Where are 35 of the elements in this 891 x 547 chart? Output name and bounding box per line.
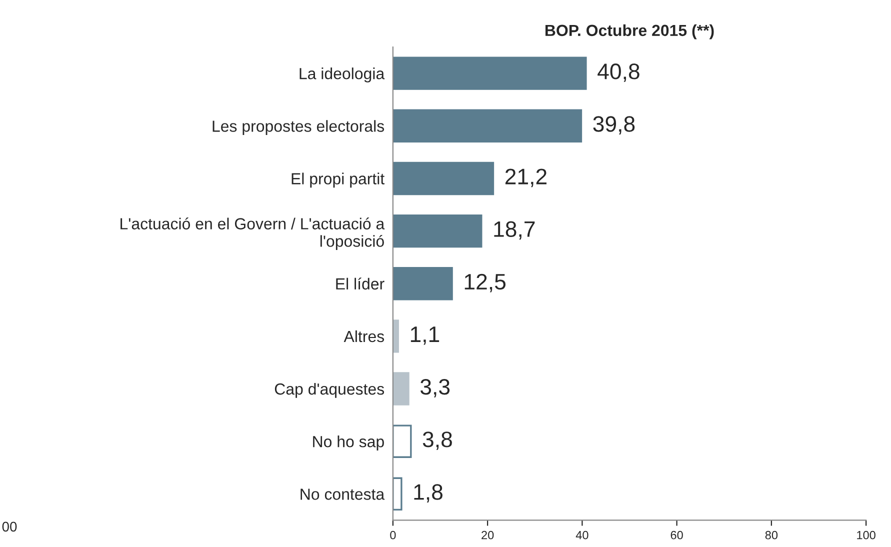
x-tick-label: 100 [857, 530, 876, 540]
y-tick-label: Cap d'aquestes [274, 382, 384, 398]
bar [392, 372, 410, 406]
bar [392, 214, 482, 248]
bar [392, 109, 582, 143]
data-label: 3,3 [420, 378, 450, 398]
data-label: 3,8 [422, 432, 452, 450]
y-tick-label: El líder [336, 278, 384, 290]
data-label: 40,8 [598, 64, 640, 82]
y-tick-label: L'actuació en el Govern / L'actuació a l'oposició [120, 218, 385, 250]
y-tick-label: La ideologia [300, 68, 385, 82]
text: 00 [2, 522, 17, 532]
bar [392, 424, 412, 458]
y-tick-label: No contesta [300, 488, 385, 500]
data-label: 12,5 [464, 274, 506, 292]
data-label: 1,8 [414, 484, 442, 502]
data-label: 1,1 [410, 326, 440, 345]
data-label: 21,2 [505, 168, 546, 188]
x-tick-label: 80 [765, 530, 778, 540]
x-tick-label: 0 [390, 530, 396, 540]
data-label: 18,7 [494, 221, 535, 240]
x-tick-label: 60 [670, 530, 683, 540]
y-tick-label: Altres [344, 330, 384, 342]
x-tick-label: 20 [482, 530, 494, 540]
data-label: 39,8 [593, 116, 635, 134]
y-tick-label: Les propostes electorals [212, 120, 384, 136]
y-tick-label: El propi partit [292, 172, 384, 188]
bar [392, 56, 587, 90]
chart-title: BOP. Octubre 2015 (**) [545, 24, 714, 40]
bar [392, 477, 402, 511]
y-tick-label: No ho sap [313, 436, 384, 450]
bar [392, 162, 494, 196]
bar [392, 320, 399, 353]
bar [392, 267, 453, 300]
x-tick-label: 40 [576, 530, 588, 540]
